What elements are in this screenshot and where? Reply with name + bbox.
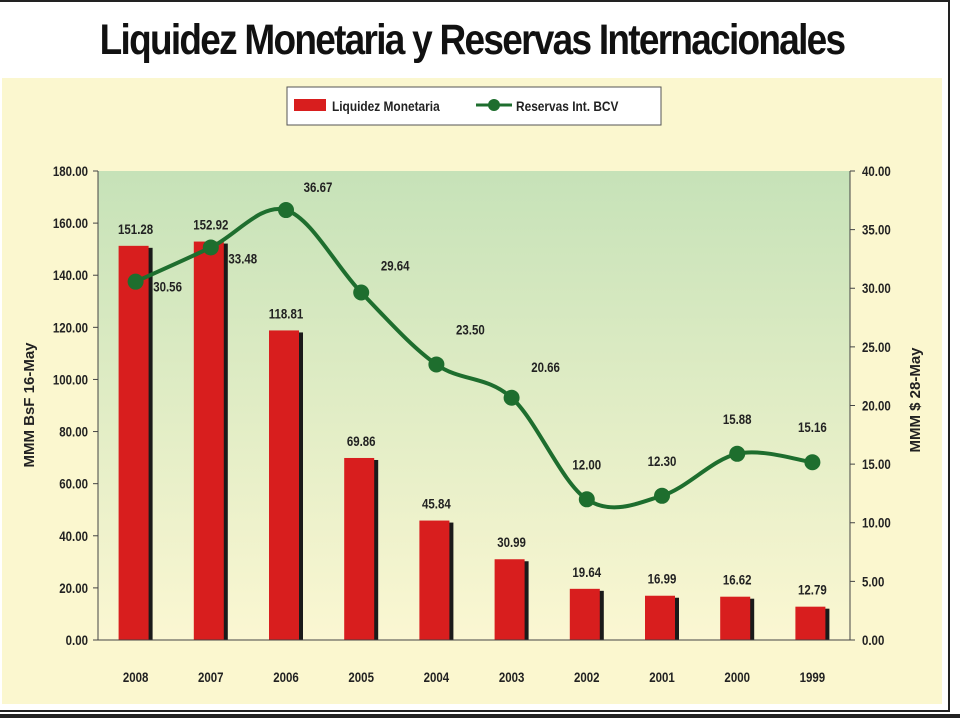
x-tick-label: 2005 xyxy=(348,669,374,685)
line-value-label: 15.88 xyxy=(723,411,752,427)
left-tick-label: 40.00 xyxy=(59,528,88,544)
line-point xyxy=(578,491,595,508)
bar xyxy=(269,330,299,640)
right-tick-label: 15.00 xyxy=(862,456,891,472)
bar-value-label: 118.81 xyxy=(269,305,303,321)
line-point xyxy=(503,389,520,406)
line-value-label: 36.67 xyxy=(304,179,333,195)
bar xyxy=(645,595,675,640)
left-tick-label: 120.00 xyxy=(53,319,88,335)
x-tick-label: 2006 xyxy=(273,669,299,685)
bottom-rule xyxy=(0,714,960,718)
right-tick-label: 25.00 xyxy=(862,339,891,355)
line-value-label: 23.50 xyxy=(456,321,485,337)
left-tick-label: 80.00 xyxy=(59,423,88,439)
bar-value-label: 16.99 xyxy=(648,571,677,587)
right-tick-label: 5.00 xyxy=(862,573,884,589)
x-tick-label: 2008 xyxy=(123,669,149,685)
bar xyxy=(720,596,751,640)
bar-value-label: 12.79 xyxy=(798,582,827,598)
bar-value-label: 69.86 xyxy=(347,433,376,449)
title-area: Liquidez Monetaria y Reservas Internacio… xyxy=(0,2,944,74)
x-tick-label: 2002 xyxy=(574,669,600,685)
bar-value-label: 19.64 xyxy=(572,564,602,580)
bar-value-label: 30.99 xyxy=(497,534,526,550)
x-tick-label: 2001 xyxy=(649,669,675,685)
legend-line-marker xyxy=(488,99,500,111)
left-tick-label: 180.00 xyxy=(53,163,88,179)
bar-value-label: 151.28 xyxy=(118,221,153,237)
line-value-label: 20.66 xyxy=(531,359,560,375)
legend-bar-swatch xyxy=(294,99,326,111)
line-value-label: 33.48 xyxy=(228,250,257,266)
left-tick-label: 140.00 xyxy=(53,267,88,283)
right-tick-label: 30.00 xyxy=(862,280,891,296)
left-tick-label: 60.00 xyxy=(59,476,88,492)
bar-value-label: 45.84 xyxy=(422,495,452,511)
bar xyxy=(193,241,224,640)
line-point xyxy=(428,356,445,373)
right-tick-label: 40.00 xyxy=(862,163,891,179)
left-axis-title: MMM BsF 16-May xyxy=(21,342,38,468)
bar xyxy=(118,245,149,641)
line-point xyxy=(127,273,144,290)
x-tick-label: 2000 xyxy=(724,669,750,685)
bar-value-label: 152.92 xyxy=(193,216,228,232)
line-point xyxy=(202,239,219,256)
line-value-label: 12.30 xyxy=(648,453,677,469)
right-axis-title: MMM $ 28-May xyxy=(907,347,924,453)
left-tick-label: 160.00 xyxy=(53,215,88,231)
right-tick-label: 0.00 xyxy=(862,632,884,648)
bar xyxy=(419,520,450,640)
x-tick-label: 2004 xyxy=(424,669,450,685)
x-tick-label: 2007 xyxy=(198,669,224,685)
bar xyxy=(344,457,375,640)
legend-box xyxy=(286,86,662,126)
left-tick-label: 20.00 xyxy=(59,580,88,596)
right-tick-label: 10.00 xyxy=(862,515,891,531)
bar xyxy=(494,559,525,640)
left-tick-label: 100.00 xyxy=(53,371,88,387)
line-value-label: 30.56 xyxy=(153,279,182,295)
line-point xyxy=(654,487,670,504)
series-line-reservas xyxy=(134,206,813,510)
right-tick-label: 35.00 xyxy=(862,222,891,238)
right-tick-label: 20.00 xyxy=(862,397,891,413)
bar xyxy=(795,606,826,640)
x-tick-label: 2003 xyxy=(499,669,525,685)
line-point xyxy=(278,202,294,219)
legend-label-liquidez: Liquidez Monetaria xyxy=(332,98,440,114)
bar xyxy=(569,588,600,640)
line-point xyxy=(729,445,746,462)
x-tick-label: 1999 xyxy=(800,669,826,685)
line-value-label: 15.16 xyxy=(798,419,827,435)
line-value-label: 12.00 xyxy=(572,456,601,472)
line-point xyxy=(353,284,370,301)
line-value-label: 29.64 xyxy=(381,257,411,273)
line-point xyxy=(804,454,821,471)
legend-label-reservas: Reservas Int. BCV xyxy=(516,98,619,114)
left-tick-label: 0.00 xyxy=(66,632,88,648)
chart-title: Liquidez Monetaria y Reservas Internacio… xyxy=(99,16,846,64)
bar-value-label: 16.62 xyxy=(723,572,752,588)
